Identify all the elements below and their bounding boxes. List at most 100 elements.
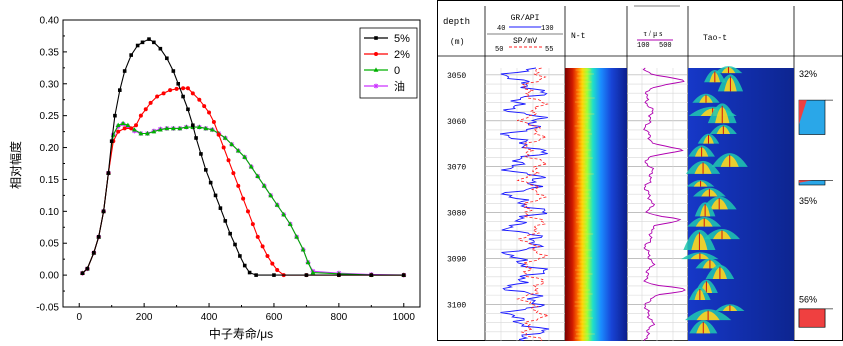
series-point xyxy=(204,168,208,172)
series-point xyxy=(223,219,228,223)
result-track: 32% 35% 56% xyxy=(798,69,833,328)
y-tick-label: 0.05 xyxy=(40,239,60,250)
series-point xyxy=(116,129,121,134)
series-point xyxy=(122,126,127,131)
x-tick-label: 200 xyxy=(136,312,153,323)
legend: 5% 2% 0 油 xyxy=(359,27,418,99)
log-header: depth (m) GR/API 40 130 SP/mV 50 55 N-t … xyxy=(443,14,727,54)
series-point xyxy=(242,154,248,159)
series-point xyxy=(115,122,121,128)
legend-entry: 2% xyxy=(364,49,410,61)
legend-label: 5% xyxy=(394,33,410,45)
series-point xyxy=(207,110,212,115)
saturation-label: 56% xyxy=(799,295,817,305)
nt-label: N-t xyxy=(571,32,585,41)
x-tick-label: 0 xyxy=(76,312,82,323)
x-tick-label: 800 xyxy=(331,312,348,323)
series-point xyxy=(250,222,255,227)
tau-curve xyxy=(642,67,686,342)
series-point xyxy=(129,126,134,131)
series-point xyxy=(221,145,226,150)
series-point xyxy=(373,67,379,72)
series-point xyxy=(85,266,90,271)
x-tick-label: 400 xyxy=(201,312,218,323)
y-tick-label: 0.40 xyxy=(40,16,60,27)
series-point xyxy=(199,152,203,156)
series-point xyxy=(287,221,293,226)
depth-tick-label: 3070 xyxy=(447,164,466,173)
series-point xyxy=(275,268,280,273)
saturation-label: 32% xyxy=(799,69,817,79)
series-point xyxy=(122,69,127,73)
series-point xyxy=(197,97,202,102)
nt-background xyxy=(565,68,627,341)
series-point xyxy=(241,196,246,201)
series-point xyxy=(401,273,406,277)
depth-track: 3050 3060 3070 3080 3090 3100 xyxy=(447,72,466,310)
legend-entry: 0 xyxy=(364,65,400,77)
legend-label: 油 xyxy=(394,79,405,93)
series-point xyxy=(229,141,235,147)
series-point xyxy=(185,86,190,91)
series-point xyxy=(144,130,150,136)
series-point xyxy=(310,269,316,275)
series-point xyxy=(265,253,270,258)
series-point xyxy=(134,123,139,128)
series-point xyxy=(374,52,378,56)
series-point xyxy=(242,263,247,268)
y-tick-label: -0.05 xyxy=(36,303,59,314)
series-point xyxy=(213,193,218,198)
series-point xyxy=(203,125,209,131)
series-point xyxy=(236,183,241,188)
series-point xyxy=(369,273,374,277)
series-point xyxy=(190,91,195,96)
series-point xyxy=(231,171,236,176)
series-point xyxy=(132,127,137,132)
series-point xyxy=(92,250,96,255)
gr-min: 40 xyxy=(497,25,505,33)
depth-tick-label: 3090 xyxy=(447,255,466,264)
series-point xyxy=(272,273,276,277)
depth-tick-label: 3080 xyxy=(447,210,466,219)
sp-label: SP/mV xyxy=(513,37,537,46)
x-axis-label: 中子寿命/μs xyxy=(209,326,273,341)
series-point xyxy=(168,88,173,93)
series-point xyxy=(152,40,156,45)
tau-max: 500 xyxy=(659,42,672,50)
saturation-label: 35% xyxy=(799,196,817,206)
series-point xyxy=(181,94,185,99)
series-point xyxy=(216,132,221,137)
legend-entry: 5% xyxy=(364,33,410,45)
series-point xyxy=(181,86,186,91)
series-point xyxy=(226,158,231,163)
well-log-panel: depth (m) GR/API 40 130 SP/mV 50 55 N-t … xyxy=(437,0,843,342)
series-point xyxy=(147,37,151,41)
tau-min: 100 xyxy=(637,42,650,50)
y-tick-label: 0.00 xyxy=(40,271,60,282)
neutron-lifetime-chart: 0 200 400 600 800 1000 -0.05 0.00 0.05 0.10 0.15 0.… xyxy=(8,16,421,341)
series-point xyxy=(337,273,341,277)
series-point xyxy=(247,270,252,275)
series-point xyxy=(129,53,133,57)
sp-min: 50 xyxy=(495,46,503,54)
series-point xyxy=(245,209,250,214)
series-point xyxy=(191,123,195,128)
series-point xyxy=(281,211,287,217)
series-point xyxy=(170,125,176,131)
series-point xyxy=(228,231,232,236)
series-point xyxy=(196,124,202,129)
series-point xyxy=(165,56,169,61)
series-point xyxy=(174,86,179,91)
line-chart-canvas: 0 200 400 600 800 1000 -0.05 0.00 0.05 0.10 0.15 0.… xyxy=(8,16,421,341)
series-point xyxy=(238,254,242,258)
series-point xyxy=(255,234,260,239)
series-point xyxy=(106,171,111,175)
tau-label: τ / μ s xyxy=(644,29,663,38)
series-point xyxy=(186,107,190,112)
y-axis-label: 相对幅度 xyxy=(8,141,23,189)
nt-spectrum-track xyxy=(565,68,627,341)
series-point xyxy=(96,235,101,239)
series-point xyxy=(113,113,117,118)
y-tick-label: 0.15 xyxy=(40,175,60,186)
x-tick-label: 600 xyxy=(266,312,283,323)
